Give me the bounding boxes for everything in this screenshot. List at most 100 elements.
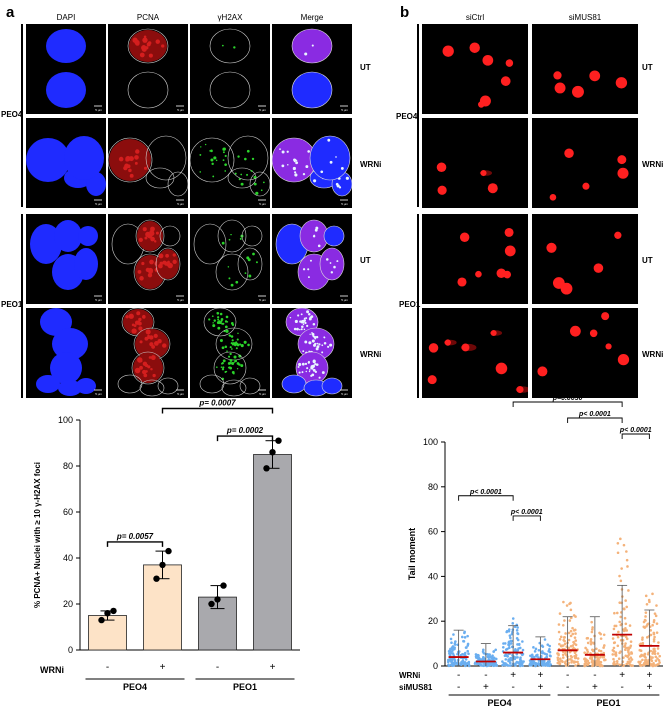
data-point <box>618 574 621 578</box>
simus81-sign: - <box>566 682 569 693</box>
data-point <box>658 654 662 658</box>
nucleus-outline <box>127 28 169 64</box>
data-point <box>591 649 595 653</box>
pcna-focus <box>131 328 137 334</box>
pcna-focus <box>158 253 164 259</box>
nucleus-outline <box>190 137 235 183</box>
data-point <box>541 663 545 667</box>
data-point <box>561 653 565 657</box>
data-point <box>655 604 658 607</box>
h2ax-focus <box>312 359 316 363</box>
peo1-group-bracket <box>21 214 23 398</box>
data-point <box>653 649 657 653</box>
comet-head <box>516 385 524 394</box>
data-point <box>521 640 524 643</box>
data-point <box>501 663 504 667</box>
data-point <box>466 634 469 638</box>
group-label: PEO1 <box>233 682 257 692</box>
data-point <box>460 660 463 664</box>
comet-head <box>617 353 630 366</box>
data-point <box>463 636 467 639</box>
h2ax-focus <box>251 157 255 161</box>
h2ax-focus <box>321 344 324 347</box>
data-point <box>613 641 617 644</box>
data-point <box>611 653 615 656</box>
pcna-focus <box>148 268 152 272</box>
data-point <box>511 617 515 620</box>
h2ax-focus <box>212 322 214 324</box>
data-point <box>576 660 579 664</box>
data-point <box>482 648 485 652</box>
nucleus-outline <box>209 28 251 64</box>
p-value-label: p= 0.0057 <box>116 532 154 541</box>
h2ax-focus <box>229 358 233 362</box>
wrni-sign: + <box>537 670 543 681</box>
h2ax-focus <box>287 163 289 166</box>
h2ax-focus <box>225 329 229 333</box>
data-point <box>574 632 577 635</box>
data-point <box>586 641 590 645</box>
data-point <box>652 632 656 636</box>
h2ax-focus <box>226 350 228 352</box>
micrograph-peo4-wrni-pcna: 5 μm <box>108 118 188 208</box>
data-point <box>654 614 658 618</box>
data-point <box>583 662 587 666</box>
data-point <box>627 589 630 592</box>
data-point <box>657 663 660 666</box>
data-point <box>450 641 453 645</box>
h2ax-focus <box>338 186 342 189</box>
nucleus-outline <box>159 225 181 247</box>
data-point <box>616 662 619 665</box>
row-label-ut: UT <box>360 256 371 265</box>
data-point <box>651 623 654 627</box>
data-point <box>537 656 540 659</box>
data-point <box>649 633 653 637</box>
pcna-focus <box>118 156 124 162</box>
h2ax-focus <box>210 158 214 162</box>
significance-bracket <box>161 407 274 414</box>
data-point <box>510 657 514 661</box>
h2ax-focus <box>336 260 339 263</box>
data-point <box>623 616 627 620</box>
h2ax-focus <box>304 340 308 344</box>
nucleus-outline <box>217 219 247 253</box>
h2ax-focus <box>246 173 249 176</box>
pcna-focus <box>129 173 134 178</box>
peo4-group-bracket <box>417 24 419 207</box>
data-point <box>558 637 562 641</box>
data-point <box>639 649 643 653</box>
pcna-focus <box>155 231 159 235</box>
comet-head <box>503 270 512 279</box>
data-point <box>624 646 628 650</box>
pcna-focus <box>172 259 177 265</box>
h2ax-focus <box>221 241 225 245</box>
data-point <box>624 635 628 639</box>
data-point <box>624 622 628 626</box>
data-point <box>507 644 511 647</box>
h2ax-focus <box>294 319 298 324</box>
h2ax-focus <box>305 165 309 169</box>
data-point <box>503 654 507 657</box>
simus81-sign: - <box>457 682 460 693</box>
h2ax-focus <box>222 147 226 151</box>
data-point <box>549 663 553 666</box>
nucleus <box>54 220 82 252</box>
data-point <box>618 651 621 655</box>
data-point <box>615 611 619 615</box>
data-point <box>617 657 621 661</box>
data-point <box>569 608 573 612</box>
pcna-focus <box>138 317 142 322</box>
h2ax-focus <box>230 322 234 325</box>
h2ax-focus <box>315 226 319 230</box>
h2ax-focus <box>312 323 316 326</box>
data-point <box>505 654 509 658</box>
data-point <box>568 602 571 606</box>
scale-bar-label: 5 μm <box>95 298 102 302</box>
pcna-focus <box>139 359 143 363</box>
data-point <box>504 648 508 651</box>
pcna-focus <box>139 365 143 370</box>
nucleus-outline <box>203 308 237 337</box>
data-point <box>548 647 551 651</box>
data-point <box>624 642 627 645</box>
data-point <box>453 647 456 651</box>
